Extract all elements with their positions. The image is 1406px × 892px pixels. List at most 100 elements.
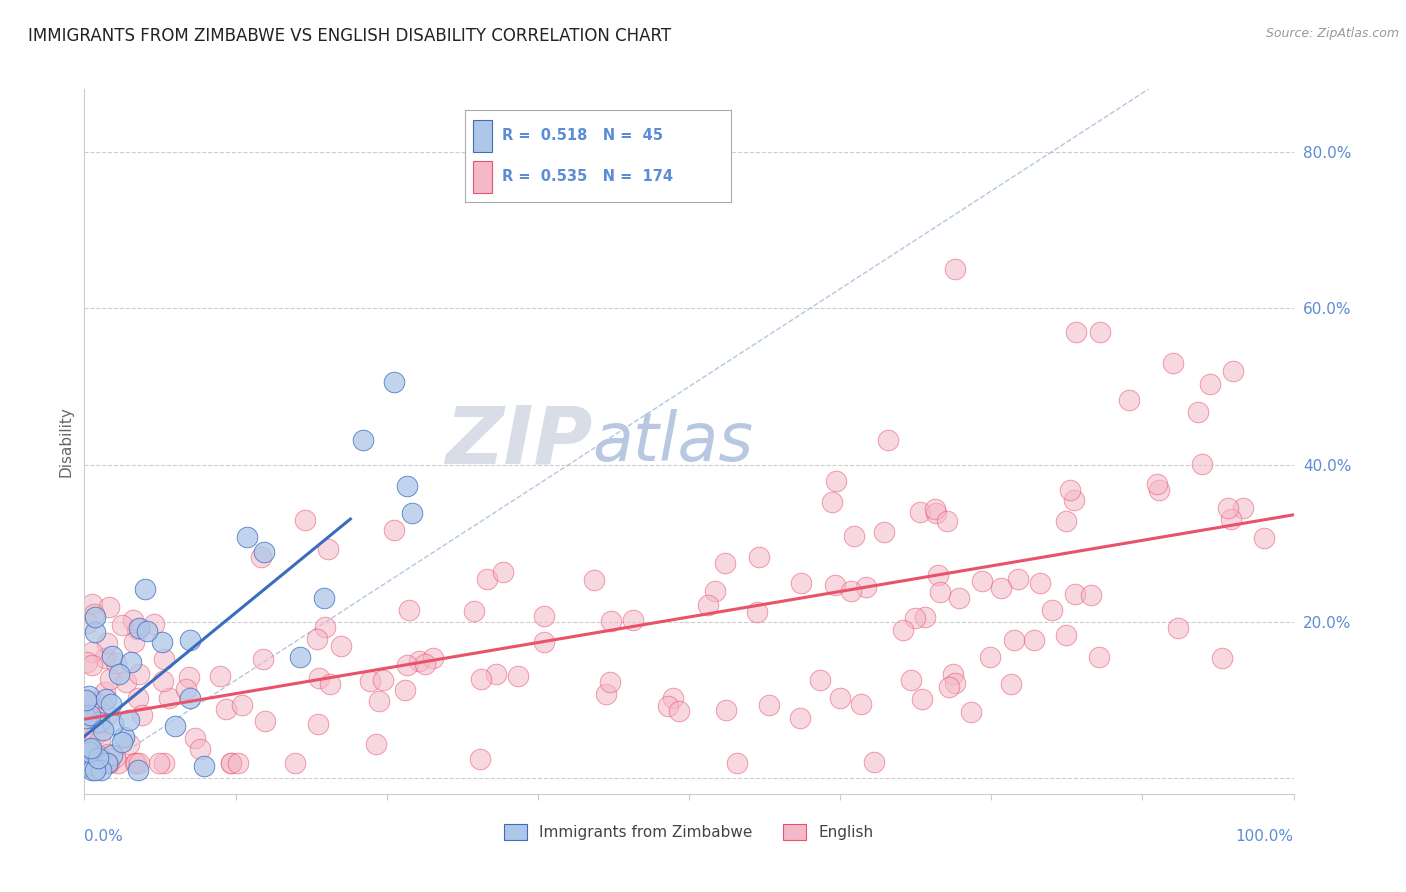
Point — [87, 748, 110, 763]
Point — [96, 636, 118, 650]
Point — [75, 711, 97, 725]
Point — [179, 632, 201, 647]
Point — [128, 667, 150, 681]
Point — [475, 573, 498, 587]
Point — [104, 750, 127, 764]
Point — [1166, 621, 1188, 635]
Point — [533, 635, 555, 649]
Point — [90, 756, 112, 770]
Point — [219, 756, 242, 770]
Point — [990, 581, 1012, 595]
Point — [789, 711, 811, 725]
Point — [75, 758, 97, 772]
Point — [1118, 393, 1140, 408]
Point — [662, 691, 685, 706]
Point — [87, 751, 110, 765]
Point — [82, 658, 104, 673]
Point — [600, 615, 623, 629]
Point — [108, 667, 131, 681]
Point — [599, 674, 621, 689]
Point — [118, 737, 141, 751]
Point — [900, 673, 922, 687]
Point — [83, 609, 105, 624]
Point — [582, 573, 605, 587]
Point — [214, 702, 236, 716]
Point — [371, 673, 394, 688]
Text: atlas: atlas — [592, 409, 754, 475]
Point — [252, 652, 274, 666]
Point — [959, 706, 981, 720]
Point — [394, 682, 416, 697]
Point — [110, 735, 132, 749]
Point — [329, 639, 352, 653]
Point — [112, 730, 135, 744]
Point — [115, 674, 138, 689]
Point — [75, 730, 97, 744]
Point — [101, 747, 124, 762]
Point — [1220, 512, 1243, 526]
Point — [150, 635, 173, 649]
Point — [91, 756, 114, 770]
Point — [127, 623, 149, 637]
Point — [318, 542, 340, 557]
Point — [1054, 628, 1077, 642]
Point — [107, 756, 129, 770]
Point — [93, 685, 115, 699]
Point — [76, 615, 98, 630]
Point — [1007, 572, 1029, 586]
Point — [80, 756, 103, 770]
Point — [938, 681, 960, 695]
Point — [87, 714, 110, 729]
Point — [384, 375, 406, 389]
Point — [1216, 500, 1239, 515]
Point — [319, 677, 342, 691]
Point — [979, 649, 1001, 664]
Point — [828, 690, 851, 705]
Point — [79, 708, 101, 723]
Point — [111, 618, 134, 632]
Point — [93, 756, 115, 770]
Point — [219, 756, 242, 770]
Point — [253, 544, 276, 558]
Point — [1232, 500, 1254, 515]
Point — [745, 605, 768, 619]
Point — [758, 698, 780, 712]
Point — [1080, 588, 1102, 602]
Point — [118, 713, 141, 727]
Point — [83, 764, 105, 778]
Point — [1064, 325, 1087, 339]
Point — [75, 756, 97, 770]
Text: ZIP: ZIP — [444, 402, 592, 481]
Point — [183, 731, 205, 746]
Point — [855, 580, 877, 594]
Point — [924, 502, 946, 516]
Point — [485, 666, 508, 681]
Point — [174, 681, 197, 696]
Point — [124, 756, 146, 770]
Point — [621, 614, 644, 628]
Point — [134, 582, 156, 597]
Point — [820, 495, 842, 509]
Point — [842, 529, 865, 543]
Point — [1211, 650, 1233, 665]
Point — [1087, 650, 1109, 665]
Point — [193, 759, 215, 773]
Point — [157, 690, 180, 705]
Point — [825, 474, 848, 488]
Legend: Immigrants from Zimbabwe, English: Immigrants from Zimbabwe, English — [498, 818, 880, 847]
Point — [83, 607, 105, 622]
Point — [891, 623, 914, 637]
Point — [101, 717, 124, 731]
Point — [97, 756, 120, 770]
Point — [97, 756, 120, 770]
Point — [104, 656, 127, 670]
Point — [935, 514, 957, 528]
Point — [75, 756, 97, 770]
Point — [228, 756, 250, 770]
Point — [89, 732, 111, 747]
Point — [101, 649, 124, 664]
Text: 0.0%: 0.0% — [84, 830, 124, 844]
Point — [91, 723, 114, 737]
Point — [124, 756, 146, 770]
Point — [79, 742, 101, 756]
